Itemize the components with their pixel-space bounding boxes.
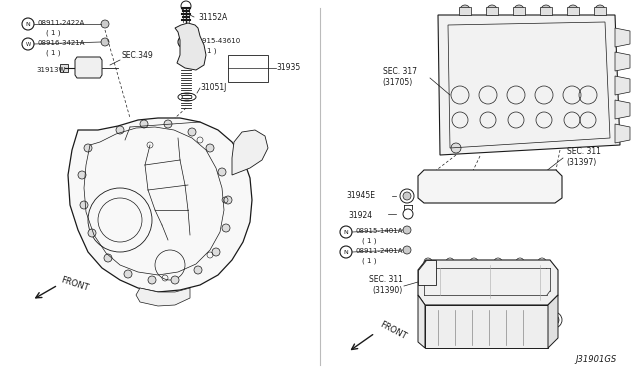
Polygon shape xyxy=(615,76,630,95)
Text: 31051J: 31051J xyxy=(200,83,227,93)
Circle shape xyxy=(164,120,172,128)
Text: ( 1 ): ( 1 ) xyxy=(362,258,376,264)
Polygon shape xyxy=(418,170,562,203)
Circle shape xyxy=(181,37,191,47)
Polygon shape xyxy=(615,28,630,47)
Text: (31705): (31705) xyxy=(382,78,412,87)
Circle shape xyxy=(218,168,226,176)
Circle shape xyxy=(460,5,470,15)
Circle shape xyxy=(101,38,109,46)
Circle shape xyxy=(116,126,124,134)
Polygon shape xyxy=(486,7,498,15)
Text: ( 1 ): ( 1 ) xyxy=(46,30,61,36)
Circle shape xyxy=(148,276,156,284)
Circle shape xyxy=(487,5,497,15)
Text: 08916-3421A: 08916-3421A xyxy=(38,40,86,46)
Text: 31945E: 31945E xyxy=(346,192,375,201)
Circle shape xyxy=(451,143,461,153)
Circle shape xyxy=(568,5,578,15)
Polygon shape xyxy=(418,260,558,305)
Polygon shape xyxy=(232,130,268,175)
Text: 31913W: 31913W xyxy=(36,67,65,73)
Circle shape xyxy=(88,229,96,237)
Text: N: N xyxy=(344,230,348,234)
Text: N: N xyxy=(26,22,30,26)
Text: ( 1 ): ( 1 ) xyxy=(46,50,61,56)
Text: 08911-2422A: 08911-2422A xyxy=(38,20,85,26)
Polygon shape xyxy=(513,7,525,15)
Text: FRONT: FRONT xyxy=(378,320,408,342)
Circle shape xyxy=(549,315,559,325)
Text: 08911-2401A: 08911-2401A xyxy=(356,248,403,254)
Text: 31924: 31924 xyxy=(348,211,372,219)
Text: 31152A: 31152A xyxy=(198,13,227,22)
Polygon shape xyxy=(548,295,558,348)
Circle shape xyxy=(403,226,411,234)
Text: SEC. 311: SEC. 311 xyxy=(369,276,403,285)
Text: 08915-43610: 08915-43610 xyxy=(194,38,241,44)
Circle shape xyxy=(80,201,88,209)
Text: (31390): (31390) xyxy=(372,286,403,295)
Text: W: W xyxy=(181,39,187,45)
Text: N: N xyxy=(344,250,348,254)
Text: W: W xyxy=(26,42,31,46)
Circle shape xyxy=(224,196,232,204)
Polygon shape xyxy=(418,260,436,285)
Polygon shape xyxy=(75,57,102,78)
Polygon shape xyxy=(567,7,579,15)
Circle shape xyxy=(84,144,92,152)
Text: ( 1 ): ( 1 ) xyxy=(362,238,376,244)
Text: FRONT: FRONT xyxy=(60,275,90,293)
Polygon shape xyxy=(615,52,630,71)
Circle shape xyxy=(124,270,132,278)
Text: J31901GS: J31901GS xyxy=(575,356,616,365)
Circle shape xyxy=(206,144,214,152)
Circle shape xyxy=(188,128,196,136)
Polygon shape xyxy=(540,7,552,15)
Circle shape xyxy=(101,20,109,28)
Text: (31397): (31397) xyxy=(566,158,596,167)
Text: 08915-1401A: 08915-1401A xyxy=(356,228,403,234)
Polygon shape xyxy=(615,100,630,119)
Polygon shape xyxy=(175,23,206,70)
Text: SEC. 317: SEC. 317 xyxy=(383,67,417,77)
Bar xyxy=(60,64,68,72)
Polygon shape xyxy=(615,124,630,143)
Circle shape xyxy=(403,192,411,200)
Polygon shape xyxy=(418,295,425,348)
Circle shape xyxy=(403,246,411,254)
Text: ( 1 ): ( 1 ) xyxy=(202,48,216,54)
Circle shape xyxy=(222,224,230,232)
Circle shape xyxy=(78,171,86,179)
Polygon shape xyxy=(136,288,190,306)
Text: SEC.349: SEC.349 xyxy=(122,51,154,61)
Circle shape xyxy=(541,5,551,15)
Text: SEC. 311: SEC. 311 xyxy=(567,148,601,157)
Polygon shape xyxy=(68,118,252,292)
Polygon shape xyxy=(459,7,471,15)
Polygon shape xyxy=(594,7,606,15)
Circle shape xyxy=(514,5,524,15)
Circle shape xyxy=(212,248,220,256)
Circle shape xyxy=(104,254,112,262)
Circle shape xyxy=(595,5,605,15)
Text: 31935: 31935 xyxy=(276,64,300,73)
Circle shape xyxy=(194,266,202,274)
Polygon shape xyxy=(425,305,548,348)
Polygon shape xyxy=(438,15,620,155)
Circle shape xyxy=(140,120,148,128)
Circle shape xyxy=(171,276,179,284)
